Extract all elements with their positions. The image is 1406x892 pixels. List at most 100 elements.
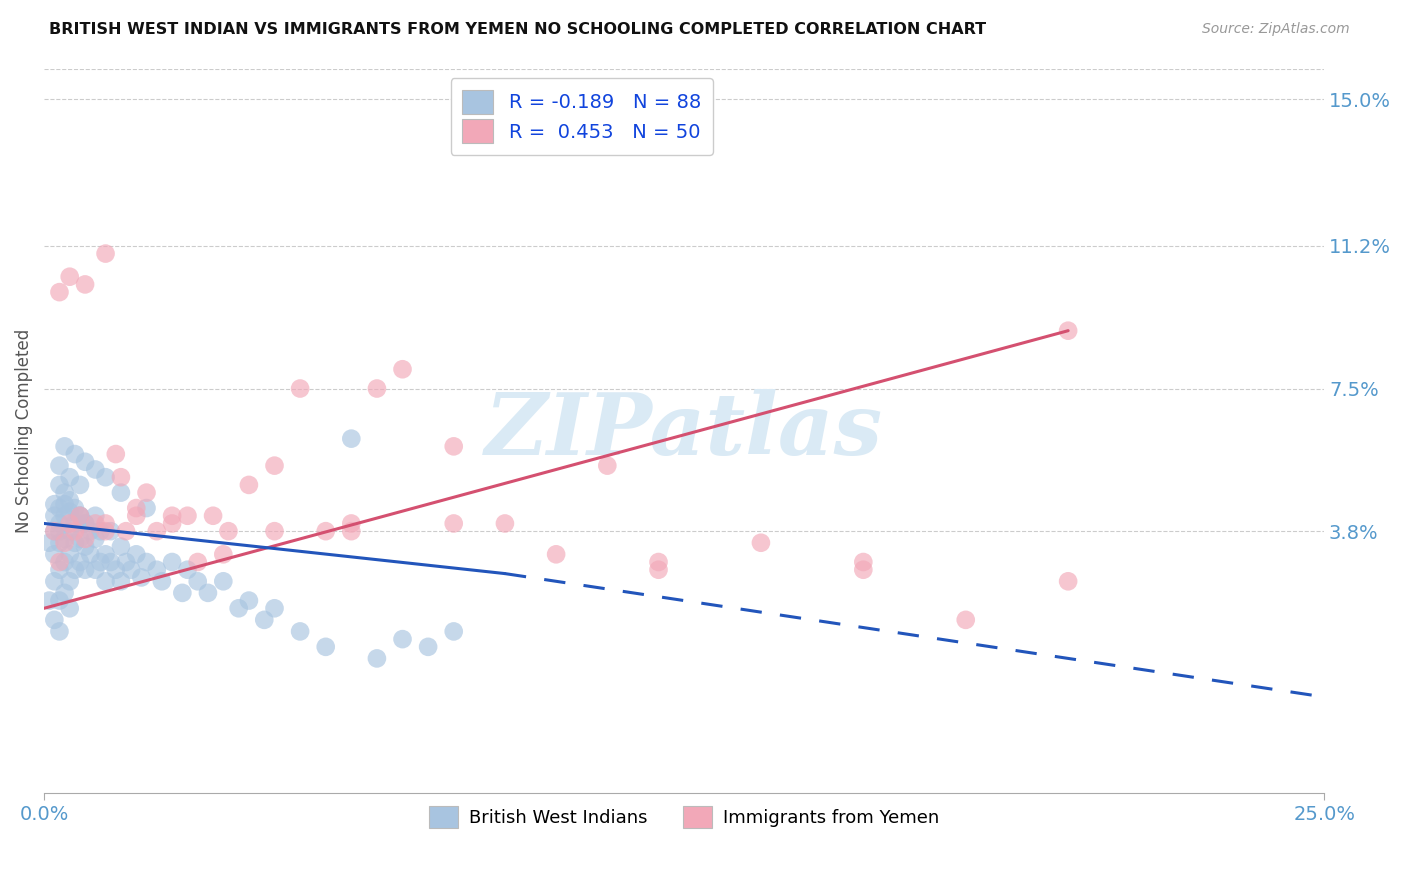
Point <box>79 524 101 538</box>
Point <box>38 535 60 549</box>
Point <box>84 516 107 531</box>
Text: BRITISH WEST INDIAN VS IMMIGRANTS FROM YEMEN NO SCHOOLING COMPLETED CORRELATION : BRITISH WEST INDIAN VS IMMIGRANTS FROM Y… <box>49 22 987 37</box>
Point <box>59 524 82 538</box>
Point <box>59 547 82 561</box>
Point <box>69 532 91 546</box>
Point <box>84 563 107 577</box>
Text: ZIPatlas: ZIPatlas <box>485 389 883 473</box>
Point <box>150 574 173 589</box>
Point <box>48 458 70 473</box>
Point <box>44 497 66 511</box>
Point <box>44 524 66 538</box>
Point <box>94 470 117 484</box>
Point <box>75 540 97 554</box>
Point <box>416 640 439 654</box>
Point <box>63 516 86 531</box>
Point <box>120 563 142 577</box>
Point <box>202 508 225 523</box>
Point <box>340 524 363 538</box>
Point <box>443 624 465 639</box>
Point <box>288 382 311 396</box>
Point <box>48 524 70 538</box>
Y-axis label: No Schooling Completed: No Schooling Completed <box>15 329 32 533</box>
Point <box>366 651 388 665</box>
Point <box>160 516 183 531</box>
Point <box>852 563 875 577</box>
Point <box>197 586 219 600</box>
Point <box>212 547 235 561</box>
Point <box>135 555 157 569</box>
Point <box>238 478 260 492</box>
Point <box>75 516 97 531</box>
Point <box>443 516 465 531</box>
Point <box>125 501 148 516</box>
Point <box>53 535 76 549</box>
Point <box>187 555 209 569</box>
Point <box>63 563 86 577</box>
Point <box>315 640 337 654</box>
Point <box>443 439 465 453</box>
Point <box>75 563 97 577</box>
Point <box>44 508 66 523</box>
Point <box>53 508 76 523</box>
Point <box>955 613 977 627</box>
Point <box>115 524 138 538</box>
Point <box>59 574 82 589</box>
Point <box>160 508 183 523</box>
Point <box>75 532 97 546</box>
Point <box>63 535 86 549</box>
Point <box>84 508 107 523</box>
Point <box>176 508 198 523</box>
Point <box>63 524 86 538</box>
Point <box>110 485 132 500</box>
Point <box>110 574 132 589</box>
Point <box>94 516 117 531</box>
Point <box>131 570 153 584</box>
Point <box>263 601 285 615</box>
Point <box>75 455 97 469</box>
Point <box>44 613 66 627</box>
Point <box>48 555 70 569</box>
Point <box>53 586 76 600</box>
Point <box>69 478 91 492</box>
Point <box>125 508 148 523</box>
Point <box>75 277 97 292</box>
Point <box>69 555 91 569</box>
Point <box>59 493 82 508</box>
Point <box>340 432 363 446</box>
Point <box>48 535 70 549</box>
Point <box>110 470 132 484</box>
Point <box>647 563 669 577</box>
Point <box>647 555 669 569</box>
Point <box>48 563 70 577</box>
Point <box>48 285 70 300</box>
Point <box>69 508 91 523</box>
Point <box>48 516 70 531</box>
Point <box>75 516 97 531</box>
Point <box>53 497 76 511</box>
Point <box>63 447 86 461</box>
Point <box>79 547 101 561</box>
Text: Source: ZipAtlas.com: Source: ZipAtlas.com <box>1202 22 1350 37</box>
Point <box>176 563 198 577</box>
Point <box>494 516 516 531</box>
Point <box>110 540 132 554</box>
Point <box>217 524 239 538</box>
Point <box>115 555 138 569</box>
Point <box>63 501 86 516</box>
Point <box>84 532 107 546</box>
Point <box>315 524 337 538</box>
Point <box>104 563 127 577</box>
Point <box>125 547 148 561</box>
Point <box>145 563 167 577</box>
Point <box>288 624 311 639</box>
Point <box>852 555 875 569</box>
Point <box>391 362 413 376</box>
Point <box>44 524 66 538</box>
Point <box>69 508 91 523</box>
Point <box>340 516 363 531</box>
Point <box>238 593 260 607</box>
Point <box>749 535 772 549</box>
Point <box>69 508 91 523</box>
Point <box>546 547 568 561</box>
